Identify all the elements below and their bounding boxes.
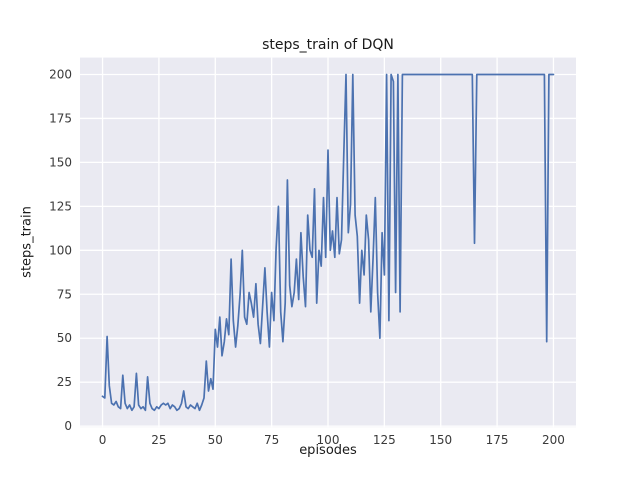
chart-title: steps_train of DQN — [262, 37, 394, 53]
x-tick-label: 150 — [429, 433, 452, 447]
y-tick-label: 100 — [49, 243, 72, 257]
x-tick-label: 50 — [208, 433, 223, 447]
x-tick-label: 0 — [99, 433, 107, 447]
x-axis-label: episodes — [299, 443, 357, 458]
y-tick-label: 125 — [49, 199, 72, 213]
y-tick-label: 0 — [64, 419, 72, 433]
y-tick-label: 150 — [49, 155, 72, 169]
y-tick-label: 25 — [57, 375, 72, 389]
x-tick-label: 200 — [542, 433, 565, 447]
x-tick-label: 75 — [264, 433, 279, 447]
x-tick-label: 25 — [151, 433, 166, 447]
y-tick-label: 175 — [49, 111, 72, 125]
y-tick-label: 75 — [57, 287, 72, 301]
x-tick-label: 100 — [317, 433, 340, 447]
x-tick-label: 125 — [373, 433, 396, 447]
data-line — [101, 73, 555, 412]
x-tick-label: 175 — [486, 433, 509, 447]
y-tick-label: 200 — [49, 67, 72, 81]
y-tick-label: 50 — [57, 331, 72, 345]
